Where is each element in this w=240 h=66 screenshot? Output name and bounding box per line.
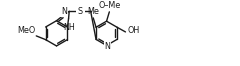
Text: NH: NH [64,23,75,32]
Text: MeO: MeO [17,26,35,35]
Text: S: S [78,7,83,16]
Text: N: N [105,42,110,51]
Text: O–Me: O–Me [98,1,120,10]
Text: N: N [61,7,67,16]
Text: Me: Me [87,7,99,16]
Text: OH: OH [127,26,140,36]
